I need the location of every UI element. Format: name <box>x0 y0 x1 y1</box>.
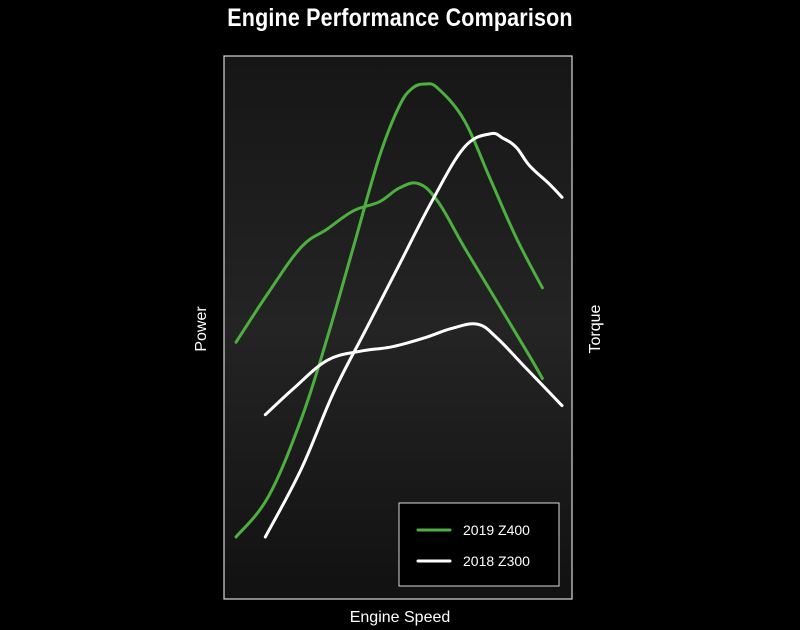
series-layer <box>234 82 564 539</box>
legend-label-2018-z300: 2018 Z300 <box>463 553 530 569</box>
x-axis-label: Engine Speed <box>349 609 451 626</box>
legend-box <box>398 502 560 587</box>
y-axis-label-power: Power <box>193 306 210 352</box>
legend-label-2019-z400: 2019 Z400 <box>463 522 530 538</box>
series-line-2018-z300-torque <box>263 322 564 417</box>
series-line-2018-z300-power <box>263 131 564 539</box>
y-axis-label-torque: Torque <box>587 304 604 354</box>
series-line-2019-z400-power <box>234 82 544 539</box>
legend: 2019 Z400 2018 Z300 <box>398 502 560 587</box>
series-line-2019-z400-torque <box>234 181 544 380</box>
chart-title: Engine Performance Comparison <box>227 4 573 32</box>
